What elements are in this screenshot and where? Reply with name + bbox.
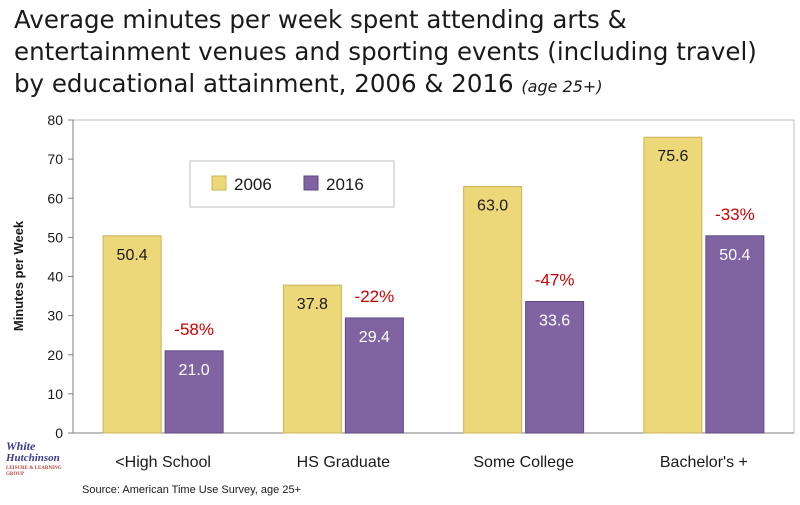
title-subtitle: (age 25+) (521, 77, 603, 96)
y-axis-title: Minutes per Week (11, 220, 26, 331)
bar-2006 (463, 186, 523, 434)
bar-2016 (164, 350, 224, 434)
bar-2006 (282, 284, 342, 434)
change-annotation: -22% (355, 287, 395, 306)
bar-2006 (643, 136, 703, 434)
y-tick-label: 70 (47, 151, 63, 167)
y-tick-label: 50 (47, 229, 63, 245)
y-tick-label: 10 (47, 386, 63, 402)
legend-swatch-2006 (211, 175, 227, 191)
data-label-2006: 75.6 (657, 148, 688, 165)
logo-line2: Hutchinson (6, 452, 60, 464)
change-annotation: -58% (174, 320, 214, 339)
data-label-2016: 50.4 (719, 247, 750, 264)
x-category-label: <High School (115, 454, 211, 471)
bar-2016 (705, 235, 765, 434)
y-tick-label: 40 (47, 269, 63, 285)
source-note: Source: American Time Use Survey, age 25… (82, 484, 301, 496)
change-annotation: -47% (535, 271, 575, 290)
white-hutchinson-logo: White Hutchinson LEISURE & LEARNING GROU… (6, 440, 70, 486)
logo-tagline: LEISURE & LEARNING GROUP (6, 466, 62, 477)
legend-label-2006: 2006 (234, 175, 272, 194)
data-label-2016: 29.4 (359, 329, 390, 346)
chart-title: Average minutes per week spent attending… (14, 4, 794, 103)
x-category-label: HS Graduate (297, 454, 390, 471)
data-label-2006: 63.0 (477, 198, 508, 215)
title-main: Average minutes per week spent attending… (14, 5, 757, 98)
x-category-label: Some College (473, 454, 574, 471)
change-annotation: -33% (715, 205, 755, 224)
bar-2016 (525, 301, 585, 434)
bar-2006 (102, 235, 162, 434)
data-label-2006: 50.4 (117, 247, 148, 264)
logo-line1: White (6, 439, 36, 453)
data-label-2016: 33.6 (539, 313, 570, 330)
legend-label-2016: 2016 (326, 175, 364, 194)
y-tick-label: 80 (47, 112, 63, 128)
data-label-2016: 21.0 (179, 362, 210, 379)
y-tick-label: 60 (47, 190, 63, 206)
x-category-label: Bachelor's + (660, 454, 748, 471)
y-tick-label: 30 (47, 308, 63, 324)
y-tick-label: 0 (55, 425, 63, 441)
legend-swatch-2016 (303, 175, 319, 191)
data-label-2006: 37.8 (297, 296, 328, 313)
y-tick-label: 20 (47, 347, 63, 363)
bar-2016 (344, 317, 404, 434)
